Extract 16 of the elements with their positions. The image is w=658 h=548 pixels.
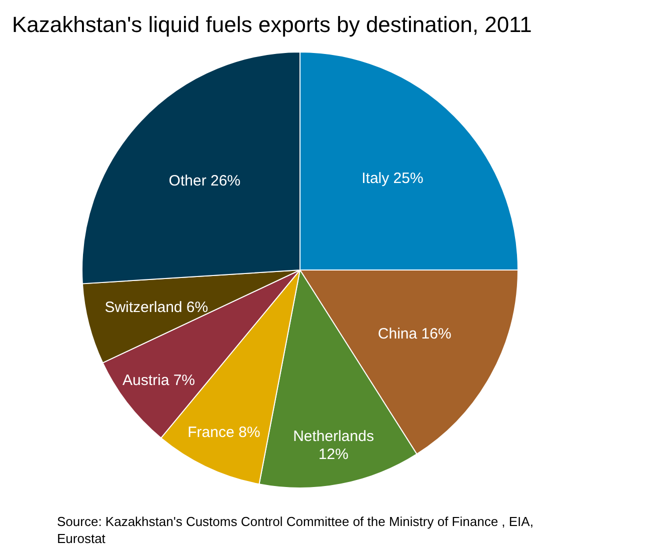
slice-label: Austria	[122, 372, 170, 389]
data-label: 7%	[173, 372, 196, 389]
data-label: 6%	[186, 299, 208, 316]
chart-title: Kazakhstan's liquid fuels exports by destination, 2011	[12, 12, 532, 37]
data-label: 16%	[421, 325, 452, 342]
data-label: 25%	[393, 170, 424, 187]
slice-label: Netherlands	[293, 428, 374, 446]
source-note: Source: Kazakhstan's Customs Control Committee of the Ministry of Finance , EIA, Eurostat	[57, 514, 534, 546]
slice-label: Italy	[362, 170, 390, 187]
data-label: 12%	[318, 446, 349, 464]
slice-label: Switzerland	[104, 299, 182, 316]
slice-label: Other	[168, 172, 206, 190]
slice-label: France	[188, 424, 234, 441]
data-label: 8%	[238, 424, 260, 441]
slice-label: China	[378, 325, 418, 342]
data-label: 26%	[210, 172, 241, 190]
